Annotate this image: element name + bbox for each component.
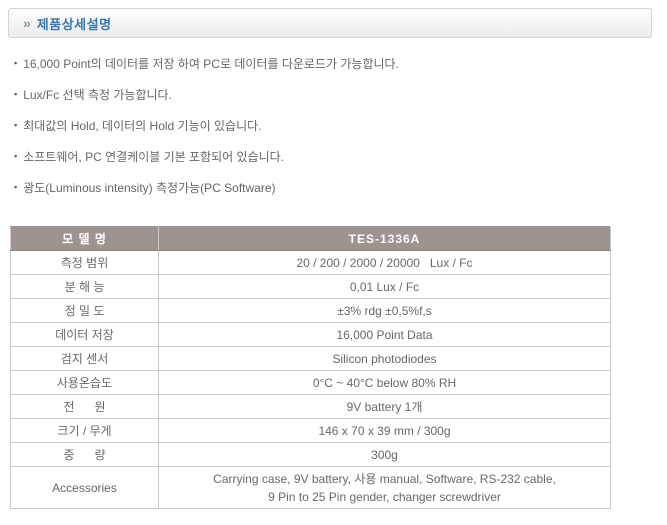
bullet-text: 최대값의 Hold, 데이터의 Hold 기능이 있습니다. bbox=[23, 118, 262, 133]
spec-value: ±3% rdg ±0,5%f,s bbox=[158, 298, 611, 323]
spec-value: 146 x 70 x 39 mm / 300g bbox=[158, 418, 611, 443]
table-row: 측정 범위 20 / 200 / 2000 / 20000 Lux / Fc bbox=[10, 250, 611, 275]
table-row: 정 밀 도 ±3% rdg ±0,5%f,s bbox=[10, 298, 611, 323]
bullet-icon: ▪ bbox=[14, 88, 18, 99]
bullet-icon: ▪ bbox=[14, 119, 18, 130]
spec-label: Accessories bbox=[10, 466, 159, 509]
spec-label: 중 량 bbox=[10, 442, 159, 467]
spec-value: 0°C ~ 40°C below 80% RH bbox=[158, 370, 611, 395]
list-item: ▪ 광도(Luminous intensity) 측정가능(PC Software… bbox=[14, 180, 399, 195]
table-row: 분 해 능 0,01 Lux / Fc bbox=[10, 274, 611, 299]
spec-label: 전 원 bbox=[10, 394, 159, 419]
list-item: ▪ 16,000 Point의 데이터를 저장 하여 PC로 데이터를 다운로드가… bbox=[14, 56, 399, 71]
table-row: 전 원 9V battery 1개 bbox=[10, 394, 611, 419]
spec-value: 20 / 200 / 2000 / 20000 Lux / Fc bbox=[158, 250, 611, 275]
spec-label: 사용온습도 bbox=[10, 370, 159, 395]
table-header-row: 모 델 명 TES-1336A bbox=[10, 226, 611, 251]
spec-label: 검지 센서 bbox=[10, 346, 159, 371]
spec-value: 300g bbox=[158, 442, 611, 467]
table-row: 크기 / 무게 146 x 70 x 39 mm / 300g bbox=[10, 418, 611, 443]
feature-bullet-list: ▪ 16,000 Point의 데이터를 저장 하여 PC로 데이터를 다운로드가… bbox=[14, 56, 399, 211]
spec-label: 정 밀 도 bbox=[10, 298, 159, 323]
spec-value: 9V battery 1개 bbox=[158, 394, 611, 419]
table-row: Accessories Carrying case, 9V battery, 사… bbox=[10, 466, 611, 509]
spec-value: 0,01 Lux / Fc bbox=[158, 274, 611, 299]
spec-value: Silicon photodiodes bbox=[158, 346, 611, 371]
model-name-header: TES-1336A bbox=[158, 226, 611, 251]
bullet-icon: ▪ bbox=[14, 181, 18, 192]
table-row: 중 량 300g bbox=[10, 442, 611, 467]
bullet-icon: ▪ bbox=[14, 150, 18, 161]
page-title: 제품상세설명 bbox=[36, 16, 112, 32]
bullet-text: Lux/Fc 선택 측정 가능합니다. bbox=[23, 87, 172, 102]
spec-label: 크기 / 무게 bbox=[10, 418, 159, 443]
spec-value: Carrying case, 9V battery, 사용 manual, So… bbox=[158, 466, 611, 509]
list-item: ▪ 최대값의 Hold, 데이터의 Hold 기능이 있습니다. bbox=[14, 118, 399, 133]
spec-label: 분 해 능 bbox=[10, 274, 159, 299]
list-item: ▪ Lux/Fc 선택 측정 가능합니다. bbox=[14, 87, 399, 102]
bullet-text: 광도(Luminous intensity) 측정가능(PC Software) bbox=[23, 180, 276, 195]
spec-label: 측정 범위 bbox=[10, 250, 159, 275]
table-row: 데이터 저장 16,000 Point Data bbox=[10, 322, 611, 347]
double-arrow-icon: » bbox=[23, 15, 31, 31]
bullet-text: 16,000 Point의 데이터를 저장 하여 PC로 데이터를 다운로드가 … bbox=[23, 56, 399, 71]
table-row: 검지 센서 Silicon photodiodes bbox=[10, 346, 611, 371]
bullet-icon: ▪ bbox=[14, 57, 18, 68]
bullet-text: 소프트웨어, PC 연결케이블 기본 포함되어 있습니다. bbox=[23, 149, 285, 164]
spec-table: 모 델 명 TES-1336A 측정 범위 20 / 200 / 2000 / … bbox=[10, 226, 611, 509]
section-header: » 제품상세설명 bbox=[8, 8, 652, 38]
list-item: ▪ 소프트웨어, PC 연결케이블 기본 포함되어 있습니다. bbox=[14, 149, 399, 164]
spec-value: 16,000 Point Data bbox=[158, 322, 611, 347]
spec-label: 데이터 저장 bbox=[10, 322, 159, 347]
model-label-header: 모 델 명 bbox=[10, 226, 159, 251]
table-row: 사용온습도 0°C ~ 40°C below 80% RH bbox=[10, 370, 611, 395]
